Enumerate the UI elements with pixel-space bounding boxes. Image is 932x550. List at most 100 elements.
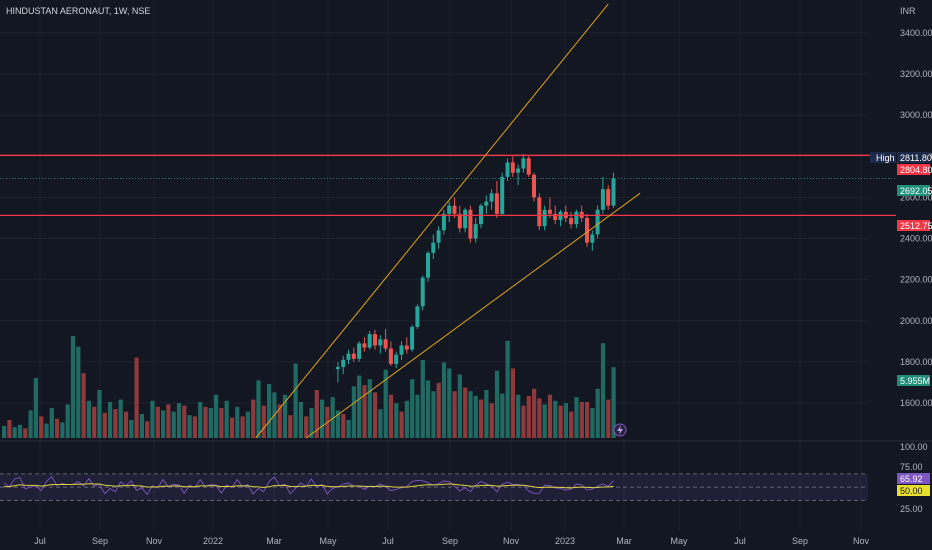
y-tick-label: 2600.00 xyxy=(900,192,932,202)
candle-body xyxy=(404,345,409,350)
volume-bar xyxy=(600,343,606,438)
x-tick-label: Sep xyxy=(792,536,808,546)
volume-bar xyxy=(2,426,7,438)
chart-title: HINDUSTAN AERONAUT, 1W, NSE xyxy=(6,6,150,16)
volume-bar xyxy=(229,417,235,438)
candle-body xyxy=(373,334,377,346)
volume-bar xyxy=(39,416,44,438)
x-tick-label: Nov xyxy=(503,536,520,546)
volume-bar xyxy=(150,400,155,438)
x-tick-label: Mar xyxy=(616,536,632,546)
candle-body xyxy=(516,168,521,173)
volume-bar xyxy=(155,406,160,438)
y-tick-label: 2400.00 xyxy=(900,234,932,244)
volume-bar xyxy=(484,390,489,438)
last-price-tag: 2692.05 xyxy=(897,185,932,196)
volume-bar xyxy=(70,336,76,438)
rsi-ma-line xyxy=(4,483,614,489)
volume-bar xyxy=(314,390,319,438)
candle-body xyxy=(489,193,494,202)
volume-bar xyxy=(139,414,144,438)
volume-bar xyxy=(510,368,515,438)
y-tick-label: 1800.00 xyxy=(900,357,932,367)
candle-body xyxy=(600,189,605,210)
high-label-bg xyxy=(870,152,896,163)
volume-bar xyxy=(240,416,245,438)
rsi-line xyxy=(3,476,614,496)
candle-body xyxy=(574,211,579,225)
volume-bar xyxy=(176,403,182,438)
rsi-ma-value: 50.00 xyxy=(900,486,923,496)
volume-bar xyxy=(335,410,341,438)
volume-bar xyxy=(394,403,399,438)
volume-value: 5.955M xyxy=(900,376,930,386)
candle-body xyxy=(510,162,515,173)
y-tick-label: 3000.00 xyxy=(900,110,932,120)
volume-bar xyxy=(171,411,176,438)
volume-bar xyxy=(357,375,362,438)
volume-bar xyxy=(256,380,261,438)
candle-body xyxy=(569,217,574,225)
volume-bar xyxy=(383,369,388,438)
candle-body xyxy=(335,367,340,370)
volume-bar xyxy=(203,406,208,438)
x-tick-label: Sep xyxy=(92,536,108,546)
volume-bar xyxy=(113,409,118,438)
volume-bar xyxy=(563,403,568,438)
volume-bar xyxy=(76,346,81,438)
volume-bar xyxy=(208,408,213,438)
volume-bar xyxy=(420,360,425,438)
volume-bar xyxy=(410,379,415,438)
candle-body xyxy=(606,189,611,206)
candle-body xyxy=(346,353,351,360)
volume-bar xyxy=(12,427,17,438)
volume-bar xyxy=(108,402,113,438)
candle-body xyxy=(468,209,473,239)
y-tick-label: 2000.00 xyxy=(900,316,932,326)
candle-body xyxy=(426,252,430,278)
volume-bar xyxy=(590,408,595,438)
volume-bar xyxy=(161,410,166,438)
lightning-icon[interactable] xyxy=(613,423,627,437)
volume-bar xyxy=(245,411,250,438)
support-tag: 2512.75 xyxy=(897,220,932,231)
volume-bar xyxy=(346,420,351,438)
volume-bar xyxy=(102,412,107,438)
x-tick-label: Jul xyxy=(34,536,46,546)
volume-bar xyxy=(378,409,383,438)
volume-bar xyxy=(537,398,542,438)
candle-body xyxy=(436,230,441,243)
price-candles xyxy=(335,153,616,383)
volume-bar xyxy=(526,396,531,438)
volume-bar xyxy=(134,357,139,438)
candle-body xyxy=(521,158,526,169)
volume-bar xyxy=(288,415,293,438)
x-tick-label: Nov xyxy=(853,536,870,546)
volume-bar xyxy=(277,404,282,438)
volume-bar xyxy=(569,411,574,438)
candle-body xyxy=(394,354,399,364)
volume-bar xyxy=(81,373,86,438)
trendline[interactable] xyxy=(305,192,641,439)
high-label: High xyxy=(876,153,895,163)
high-value: 2811.80 xyxy=(900,153,932,163)
trendline[interactable] xyxy=(255,3,609,439)
candle-body xyxy=(484,201,489,206)
time-axis[interactable]: Jul Sep Nov 2022 Mar May Jul Sep Nov 2023 Mar May Ju… xyxy=(34,536,869,546)
volume-bar xyxy=(7,420,12,438)
volume-bar xyxy=(86,400,91,438)
volume-bar xyxy=(426,380,431,438)
candle-body xyxy=(463,209,468,229)
volume-bar xyxy=(166,404,171,438)
volume-bar xyxy=(606,399,611,438)
candle-body xyxy=(585,217,589,243)
candle-body xyxy=(537,197,542,227)
candle-body xyxy=(388,348,393,364)
candle-body xyxy=(611,178,616,206)
volume-bar xyxy=(198,402,203,438)
candle-body xyxy=(532,174,536,198)
x-tick-label: Mar xyxy=(266,536,282,546)
currency-label: INR xyxy=(900,6,916,16)
